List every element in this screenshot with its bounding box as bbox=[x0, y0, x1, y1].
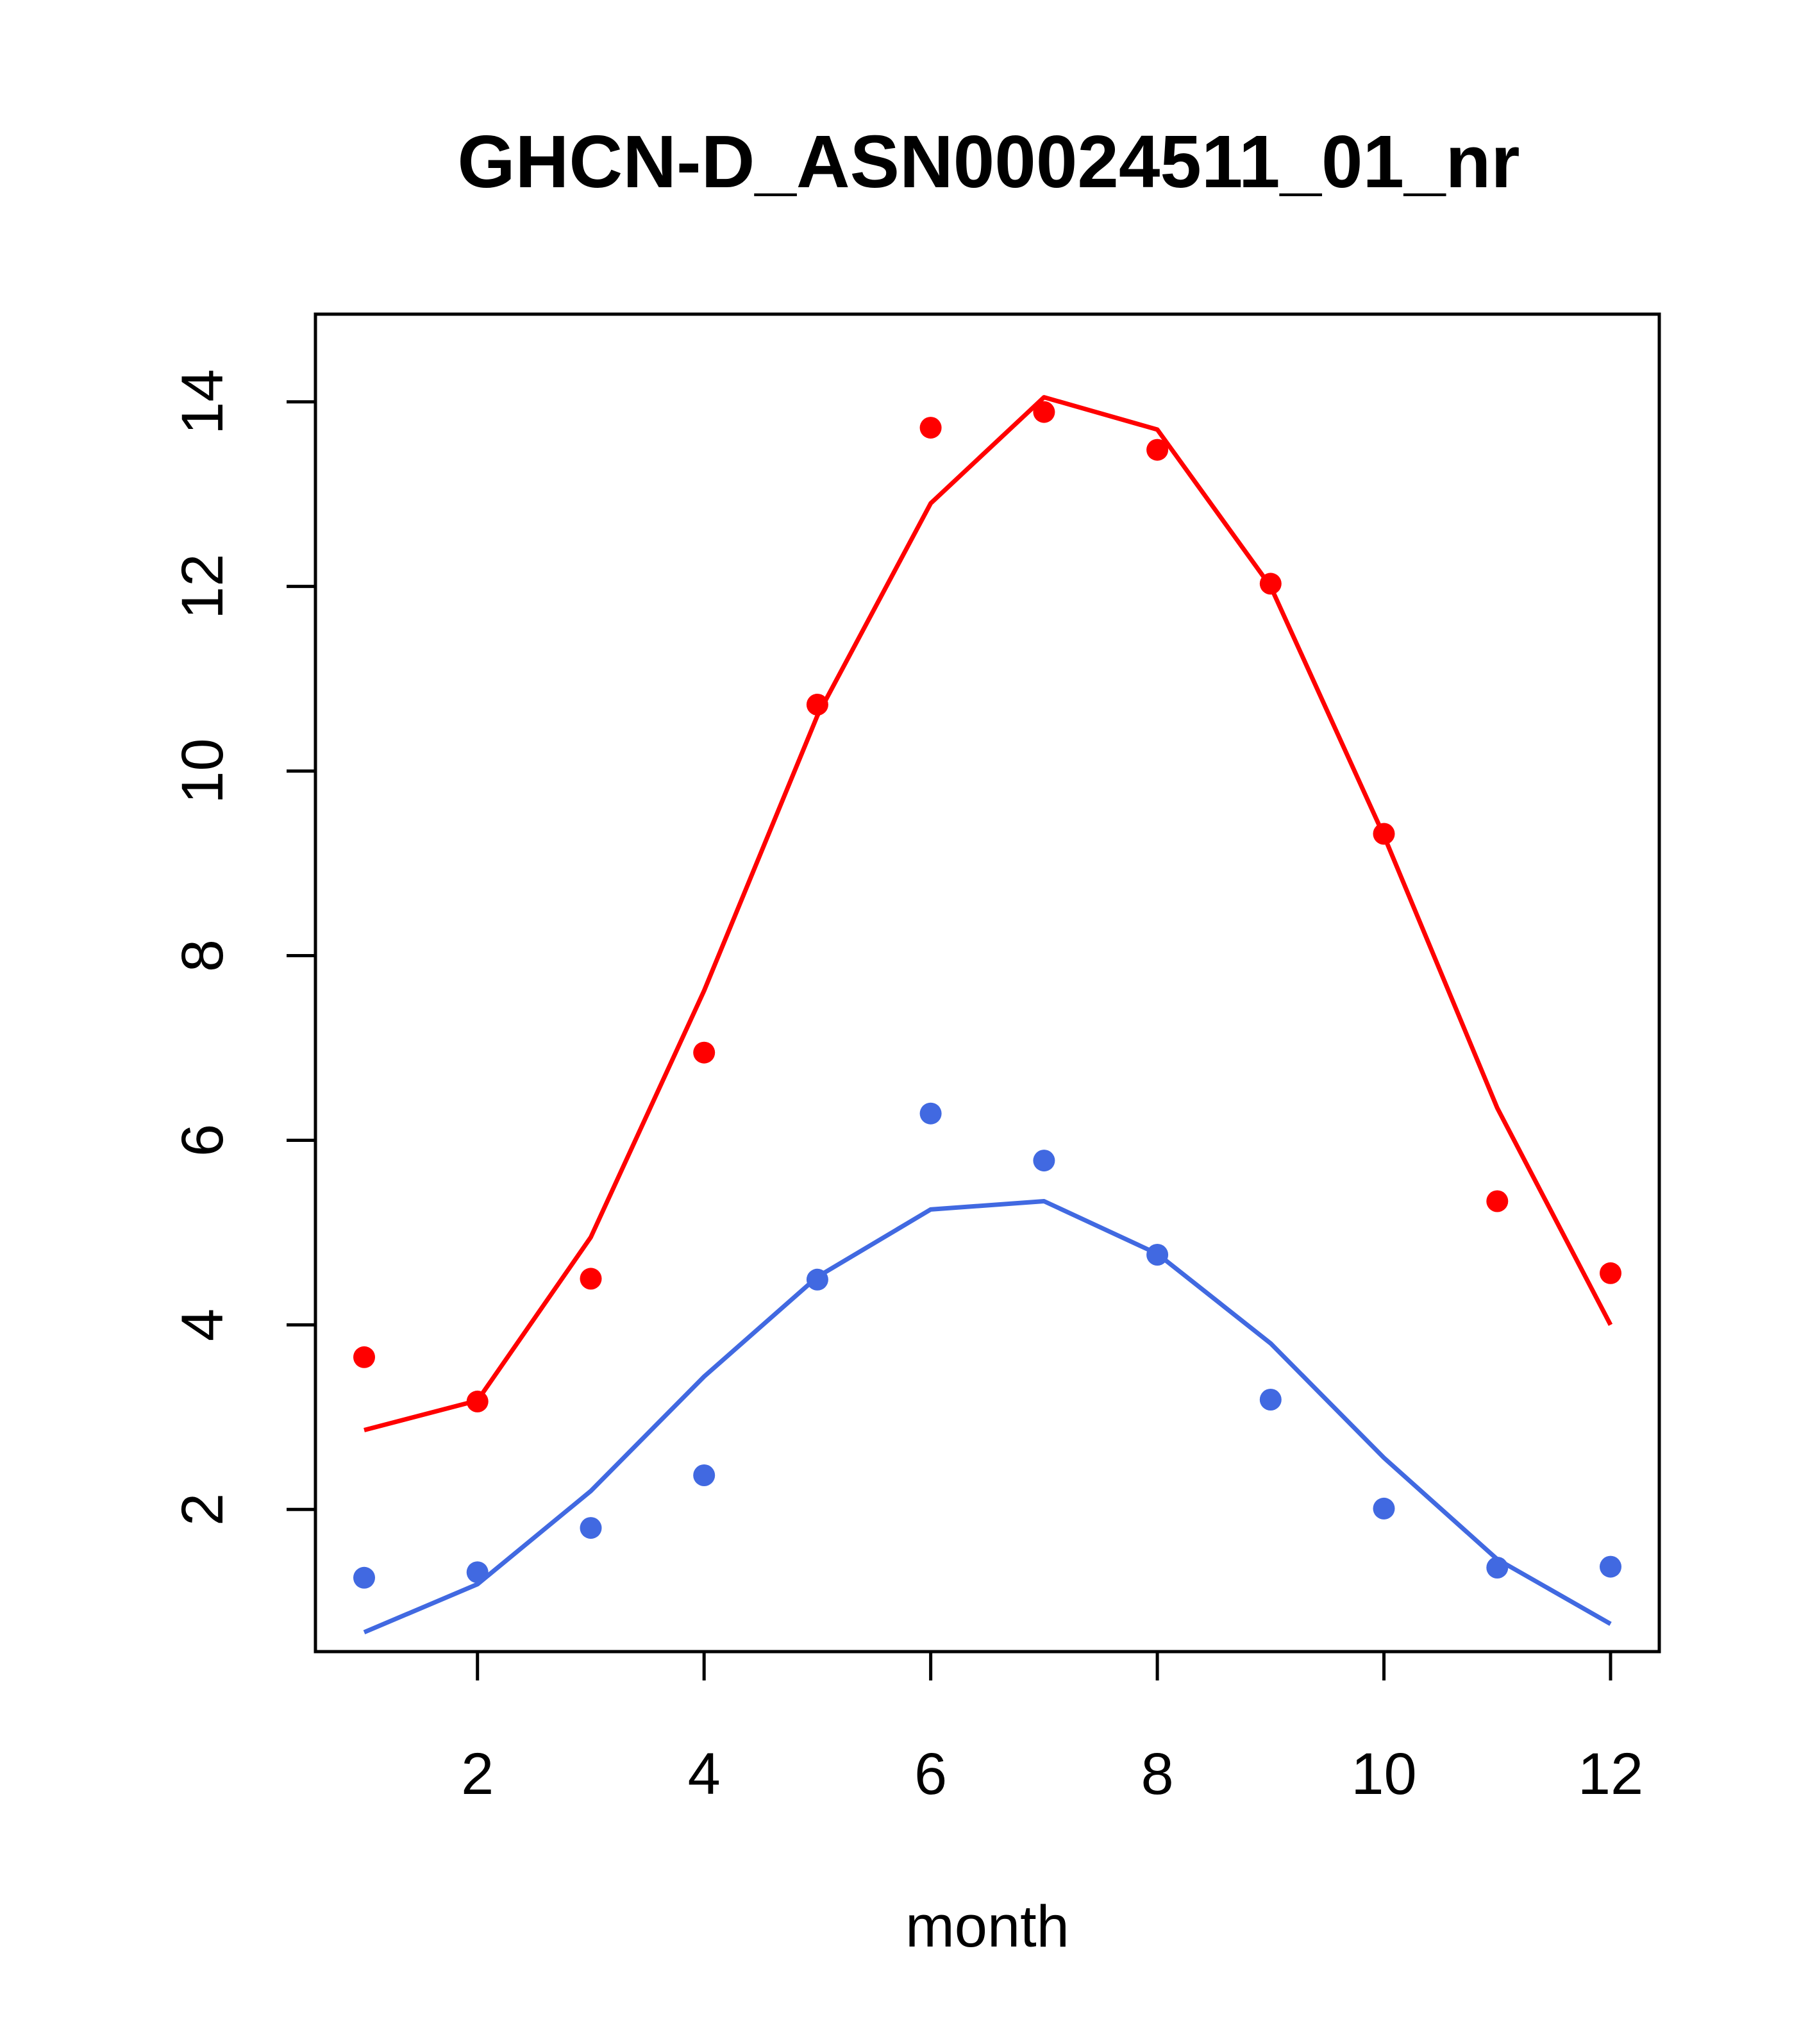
y-tick-label: 6 bbox=[170, 1124, 235, 1157]
series-2-point bbox=[353, 1566, 375, 1589]
y-tick-label: 14 bbox=[170, 369, 235, 435]
series-1-point bbox=[580, 1268, 602, 1290]
x-tick-label: 10 bbox=[1351, 1741, 1416, 1807]
series-2-point bbox=[580, 1517, 602, 1539]
series-1-point bbox=[1373, 823, 1395, 845]
y-tick-label: 4 bbox=[170, 1309, 235, 1341]
x-tick-label: 2 bbox=[461, 1741, 494, 1807]
x-axis: 2 4 6 8 10 12 bbox=[461, 1652, 1643, 1807]
series-2-point bbox=[693, 1464, 716, 1486]
series-1-point bbox=[806, 694, 828, 716]
y-axis: 2 4 6 8 10 12 14 bbox=[170, 369, 315, 1526]
y-tick-label: 12 bbox=[170, 554, 235, 619]
series-2-point bbox=[806, 1268, 828, 1291]
series-2-point bbox=[1373, 1497, 1395, 1520]
series-1-point bbox=[1259, 573, 1282, 595]
series-2-point bbox=[1146, 1244, 1169, 1266]
series-1-point bbox=[1146, 439, 1169, 461]
x-tick-label: 4 bbox=[688, 1741, 721, 1807]
series-1-line bbox=[364, 395, 1613, 1432]
series-2-line bbox=[363, 1199, 1612, 1635]
plot-frame bbox=[314, 312, 1661, 1654]
series-1-point bbox=[353, 1346, 375, 1368]
series-2-point bbox=[1259, 1389, 1282, 1411]
series-1-point bbox=[1033, 401, 1055, 423]
series-2-point bbox=[1600, 1555, 1621, 1578]
series-2-point bbox=[466, 1561, 489, 1584]
y-tick-label: 2 bbox=[170, 1493, 235, 1526]
series-1-point bbox=[693, 1041, 716, 1064]
series-1-point bbox=[1486, 1190, 1509, 1212]
y-tick-label: 10 bbox=[170, 738, 235, 803]
x-tick-label: 6 bbox=[914, 1741, 947, 1807]
series-1-point bbox=[919, 417, 942, 439]
y-tick-label: 8 bbox=[170, 939, 235, 972]
series-1-point bbox=[1600, 1262, 1621, 1284]
series-2-point bbox=[1486, 1557, 1509, 1579]
series-2-point bbox=[919, 1102, 942, 1125]
plot-area bbox=[353, 395, 1621, 1635]
x-tick-label: 12 bbox=[1578, 1741, 1643, 1807]
series-1-point bbox=[466, 1390, 489, 1412]
x-tick-label: 8 bbox=[1141, 1741, 1174, 1807]
x-axis-label: month bbox=[905, 1894, 1069, 1959]
series-2-point bbox=[1033, 1150, 1055, 1172]
chart-title: GHCN-D_ASN00024511_01_nr bbox=[457, 120, 1520, 203]
